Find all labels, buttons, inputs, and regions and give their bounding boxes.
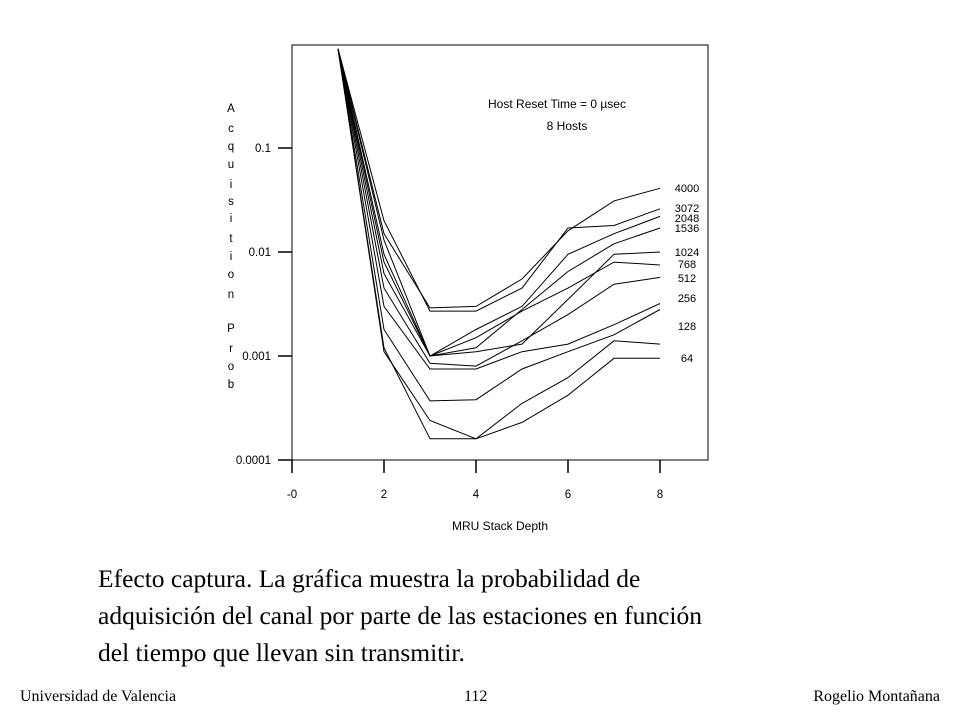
series-label-64: 64	[681, 353, 693, 365]
series-label-768: 768	[678, 259, 696, 271]
y-axis-label-char: c	[228, 123, 234, 135]
y-axis-label-char: A	[227, 103, 235, 115]
caption: Efecto captura. La gráfica muestra la pr…	[98, 560, 898, 671]
annotation-line-1: Host Reset Time = 0 µsec	[488, 97, 626, 111]
x-axis-label: MRU Stack Depth	[452, 519, 548, 533]
caption-line-3: del tiempo que llevan sin transmitir.	[98, 638, 465, 667]
series-line-4000	[337, 48, 661, 309]
chart-axes: -0 2 4 6 8 0.1 0.01 0.001 0.0001	[236, 143, 663, 501]
series-label-4000: 4000	[675, 183, 699, 195]
y-axis-label-char: n	[228, 289, 234, 301]
y-axis-label-char: b	[228, 379, 234, 391]
y-axis-label-char: s	[228, 196, 234, 208]
series-line-128	[337, 48, 661, 402]
series-line-768	[337, 48, 661, 357]
y-axis-label-char: P	[227, 323, 235, 335]
y-axis-label-char: r	[229, 343, 233, 355]
x-tick-label: 8	[657, 489, 663, 501]
series-line-512	[337, 48, 661, 367]
x-tick-label: 2	[381, 489, 387, 501]
footer-author: Rogelio Montañana	[813, 688, 940, 705]
series-label-128: 128	[678, 321, 696, 333]
series-line-256	[337, 48, 661, 370]
y-axis-label-char: i	[230, 213, 233, 225]
x-tick-label: 6	[565, 489, 571, 501]
y-axis-label-char: t	[229, 233, 233, 245]
caption-line-2: adquisición del canal por parte de las e…	[98, 601, 702, 630]
y-axis-label-char: q	[228, 141, 234, 153]
series-line-1024	[337, 48, 661, 357]
x-tick-label: -0	[287, 489, 297, 501]
acquisition-probability-chart: -0 2 4 6 8 0.1 0.01 0.001 0.0001 4000 30722048153…	[227, 44, 709, 533]
x-tick-label: 4	[473, 489, 480, 501]
y-axis-label-char: i	[230, 251, 233, 263]
series-label-2048: 2048	[675, 213, 699, 225]
y-axis-label-char: u	[228, 159, 234, 171]
caption-line-1: Efecto captura. La gráfica muestra la pr…	[98, 564, 641, 593]
series-label-3072: 3072	[675, 203, 699, 215]
series-label-512: 512	[678, 273, 696, 285]
series-line-3072	[337, 48, 661, 312]
series-line-1536	[337, 48, 661, 357]
y-axis-label-char: o	[228, 361, 234, 373]
series-label-256: 256	[678, 293, 696, 305]
footer-page-number: 112	[464, 688, 488, 705]
y-axis-label-char: o	[228, 269, 234, 281]
footer-institution: Universidad de Valencia	[20, 688, 177, 705]
chart-text: Host Reset Time = 0 µsec 8 Hosts MRU Sta…	[452, 97, 626, 533]
y-axis-label-char: i	[230, 179, 233, 191]
series-line-2048	[337, 48, 661, 357]
chart-series-lines	[337, 48, 661, 440]
y-tick-label: 0.1	[255, 143, 271, 155]
series-line-unlabeled	[337, 48, 660, 440]
annotation-line-2: 8 Hosts	[547, 119, 588, 133]
y-tick-label: 0.0001	[236, 455, 271, 467]
series-label-1536: 1536	[675, 223, 699, 235]
series-label-1024: 1024	[675, 247, 699, 259]
y-tick-label: 0.001	[242, 351, 271, 363]
y-tick-label: 0.01	[249, 247, 271, 259]
